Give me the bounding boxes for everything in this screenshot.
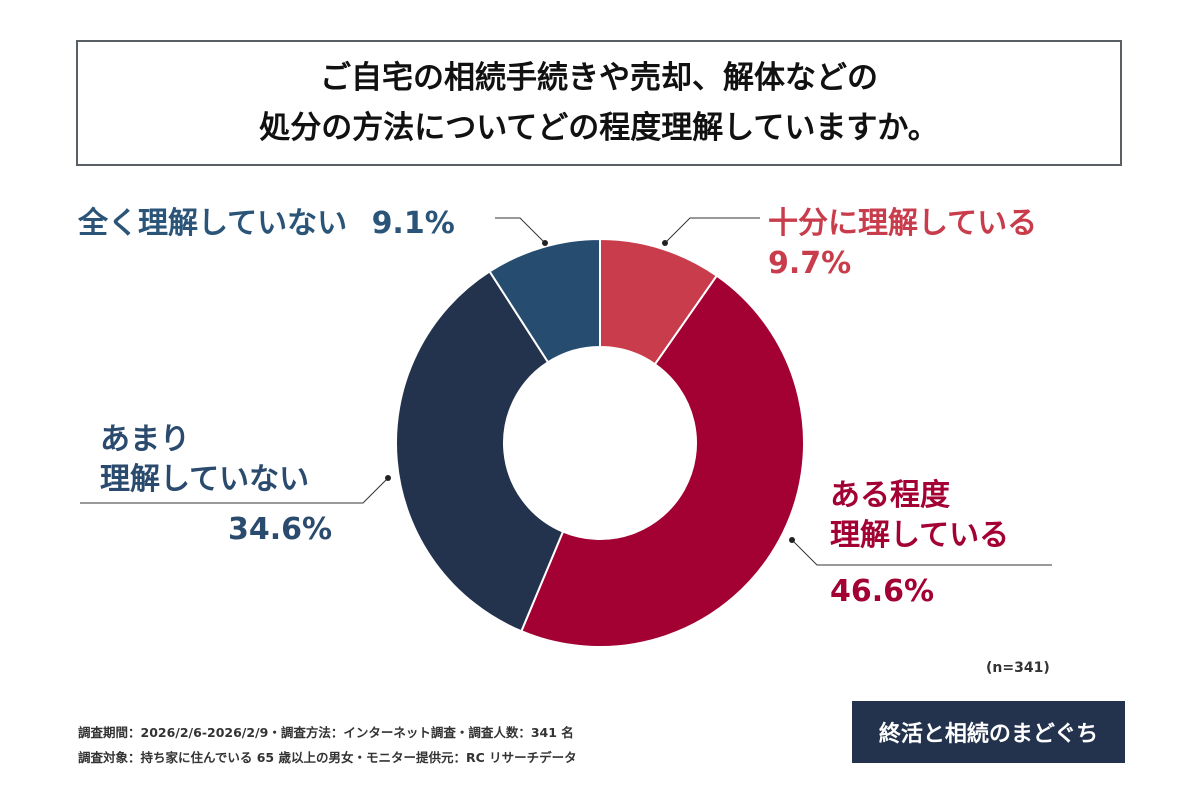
slice-label: あまり: [100, 422, 190, 457]
donut-slice-1: [520, 274, 805, 648]
leader-line-1: [791, 539, 1052, 566]
label-slice-0: 十分に理解している 9.7%: [768, 204, 1037, 284]
value-slice-2: 34.6%: [228, 512, 333, 547]
slice-value: 9.7%: [768, 246, 852, 281]
slice-label: 理解していない: [100, 462, 310, 497]
title-line-2: 処分の方法についてどの程度理解していますか。: [259, 110, 939, 146]
label-slice-1: ある程度 理解している: [830, 476, 1009, 556]
donut-slice-3: [488, 237, 601, 364]
brand-logo: 終活と相続のまどぐち: [852, 701, 1125, 763]
leader-line-0: [664, 217, 760, 244]
leader-dot-0: [662, 240, 668, 246]
title-box: ご自宅の相続手続きや売却、解体などの 処分の方法についてどの程度理解していますか…: [76, 40, 1122, 166]
label-slice-2: あまり 理解していない: [100, 420, 309, 500]
leader-line-2: [80, 477, 389, 504]
title-line-1: ご自宅の相続手続きや売却、解体などの: [320, 60, 878, 96]
leader-dot-3: [542, 240, 548, 246]
value-slice-1: 46.6%: [830, 574, 935, 609]
leader-dot-2: [385, 475, 391, 481]
leader-dot-1: [789, 537, 795, 543]
footer-line-1: 調査期間：2026/2/6-2026/2/9・調査方法：インターネット調査・調査…: [78, 725, 574, 740]
label-slice-3: 全く理解していない 9.1%: [78, 204, 455, 244]
leader-line-3: [495, 217, 546, 244]
footer-line-2: 調査対象：持ち家に住んでいる 65 歳以上の男女・モニター提供元：RC リサーチ…: [78, 750, 577, 765]
sample-size: (n=341): [986, 660, 1050, 676]
slice-value: 9.1%: [371, 206, 455, 241]
donut-slice-2: [395, 270, 565, 633]
slice-label: ある程度: [830, 478, 950, 513]
slice-label: 十分に理解している: [768, 206, 1038, 241]
slice-label: 全く理解していない: [78, 206, 348, 241]
slice-label: 理解している: [830, 518, 1010, 553]
